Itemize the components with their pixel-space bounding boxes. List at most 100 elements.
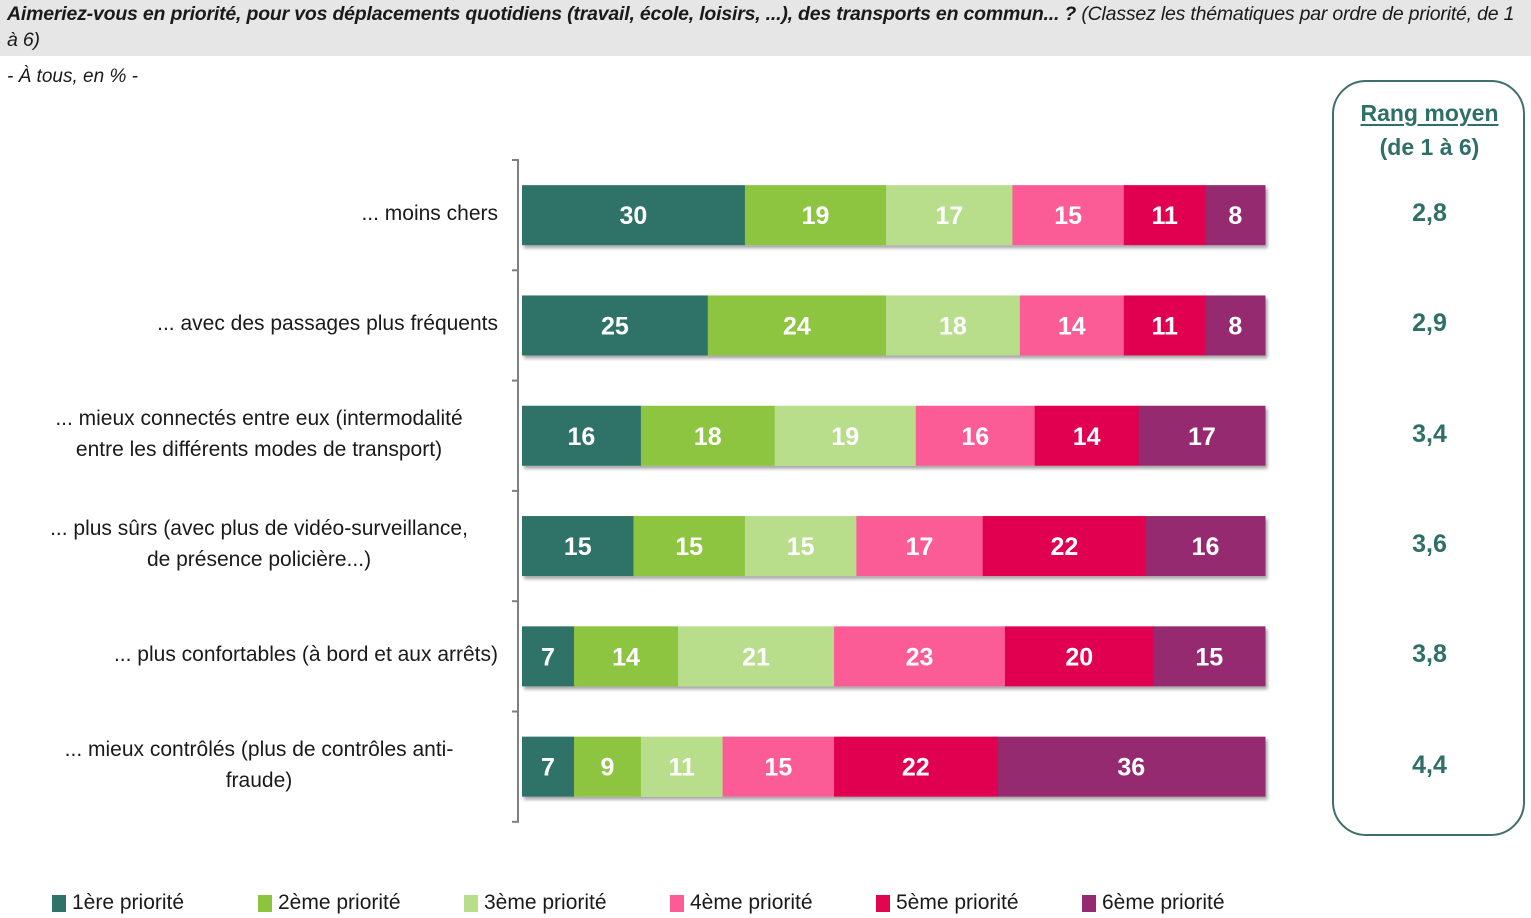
rank-value: 3,6 [1412,530,1447,559]
bar-data-label: 16 [961,423,989,451]
bar-segment-3 [774,405,917,466]
legend-swatch [876,894,890,912]
category-axis [512,159,519,823]
bar-segment-2 [707,295,887,356]
bar-segment-4 [856,516,984,577]
bar-segment-1 [522,295,709,356]
bar-data-label: 25 [601,312,629,340]
legend-label: 6ème priorité [1102,891,1225,914]
legend-swatch [464,894,478,912]
bar-data-label: 14 [1058,312,1086,340]
bar-data-label: 7 [541,754,555,782]
question-instruction: (Classez les thématiques par ordre de pr… [7,3,1515,51]
bar-data-label: 16 [1192,533,1220,561]
bar-row [522,516,1266,577]
bar-segment-3 [886,295,1021,356]
legend-label: 4ème priorité [690,891,813,914]
category-label-line: ... avec des passages plus fréquents [157,311,498,335]
bar-row [522,626,1266,687]
bar-data-label: 19 [802,202,830,230]
bar-segment-1 [522,185,746,246]
base-subtitle: - À tous, en % - [7,66,138,87]
bar-segment-1 [522,405,642,466]
bar-segment-5 [834,736,999,797]
bar-data-label: 18 [694,423,722,451]
rank-panel-subtitle: (de 1 à 6) [1379,134,1480,160]
category-label-line: fraude) [225,768,293,792]
bar-data-label: 17 [935,202,963,230]
bar-segment-5 [1123,295,1207,356]
category-label-line: ... plus confortables (à bord et aux arr… [113,642,498,666]
legend-swatch [670,894,684,912]
bar-segment-3 [886,185,1013,246]
legend-swatch [1082,894,1096,912]
bar-segment-4 [915,405,1036,466]
bar-data-label: 36 [1117,754,1145,782]
rank-panel-title: Rang moyen [1360,100,1499,126]
category-label: ... mieux connectés entre eux (intermoda… [20,403,498,465]
bar-data-label: 23 [906,643,934,671]
bar-segment-3 [744,516,857,577]
bar-data-label: 15 [1195,643,1223,671]
legend: 1ère priorité 2ème priorité 3ème priorité 4… [52,889,1288,917]
bar-data-label: 18 [939,312,967,340]
category-label: ... plus confortables (à bord et aux arr… [20,639,498,670]
bar-segment-2 [633,516,746,577]
bar-data-label: 22 [902,754,930,782]
category-label-line: de présence policière...) [146,548,372,572]
legend-swatch [52,894,66,912]
bar-data-label: 30 [620,202,648,230]
bars-group: 30 19 17 15 11 8 25 24 18 14 11 8 16 18 19 16 14 17 15 15 15… [522,185,1266,797]
bar-segment-2 [574,736,642,797]
rank-value: 4,4 [1412,750,1447,779]
legend-item: 3ème priorité [464,889,670,917]
legend-label: 3ème priorité [484,891,607,914]
bar-data-label: 15 [764,754,792,782]
bar-data-label: 19 [831,423,859,451]
bar-data-label: 21 [742,643,770,671]
bar-segment-2 [744,185,887,246]
bar-segment-3 [640,736,724,797]
legend-item: 4ème priorité [670,889,876,917]
bar-segment-1 [522,626,575,687]
bar-data-label: 15 [1054,202,1082,230]
bar-segment-6 [1205,185,1266,246]
bar-row [522,405,1266,466]
bar-segment-5 [982,516,1147,577]
bar-segment-4 [1012,185,1125,246]
bar-segment-3 [678,626,835,687]
category-label-line: ... mieux connectés entre eux (intermoda… [55,406,463,430]
bar-segment-6 [1138,405,1266,466]
bar-segment-6 [997,736,1266,797]
rank-panel [1332,80,1525,836]
rank-value: 3,8 [1412,640,1447,669]
legend-item: 5ème priorité [876,889,1082,917]
bar-data-label: 8 [1228,202,1242,230]
legend-swatch [258,894,272,912]
bar-segment-5 [1123,185,1207,246]
category-label: ... moins chers [20,198,498,229]
bar-data-label: 11 [1151,202,1178,230]
bar-data-label: 11 [669,754,696,782]
legend-item: 1ère priorité [52,889,258,917]
bar-data-label: 20 [1065,643,1093,671]
rank-value: 3,4 [1412,419,1447,448]
category-label: ... plus sûrs (avec plus de vidéo-survei… [20,513,498,575]
bar-data-label: 8 [1228,312,1242,340]
category-label-line: ... moins chers [361,201,498,225]
bar-segment-6 [1153,626,1266,687]
bar-segment-5 [1034,405,1140,466]
legend-label: 1ère priorité [72,891,185,914]
category-label-line: ... plus sûrs (avec plus de vidéo-survei… [50,517,468,541]
question-text: Aimeriez-vous en priorité, pour vos dépl… [7,1,1527,53]
bar-segment-1 [522,516,634,577]
category-label-line: ... mieux contrôlés (plus de contrôles a… [64,737,454,761]
bar-data-label: 15 [564,533,592,561]
bar-segment-2 [640,405,776,466]
bar-segment-5 [1004,626,1155,687]
bar-data-label: 15 [787,533,815,561]
bar-data-label: 24 [783,312,811,340]
bar-data-label: 15 [675,533,703,561]
rank-value: 2,8 [1412,199,1447,228]
bar-segment-6 [1205,295,1266,356]
